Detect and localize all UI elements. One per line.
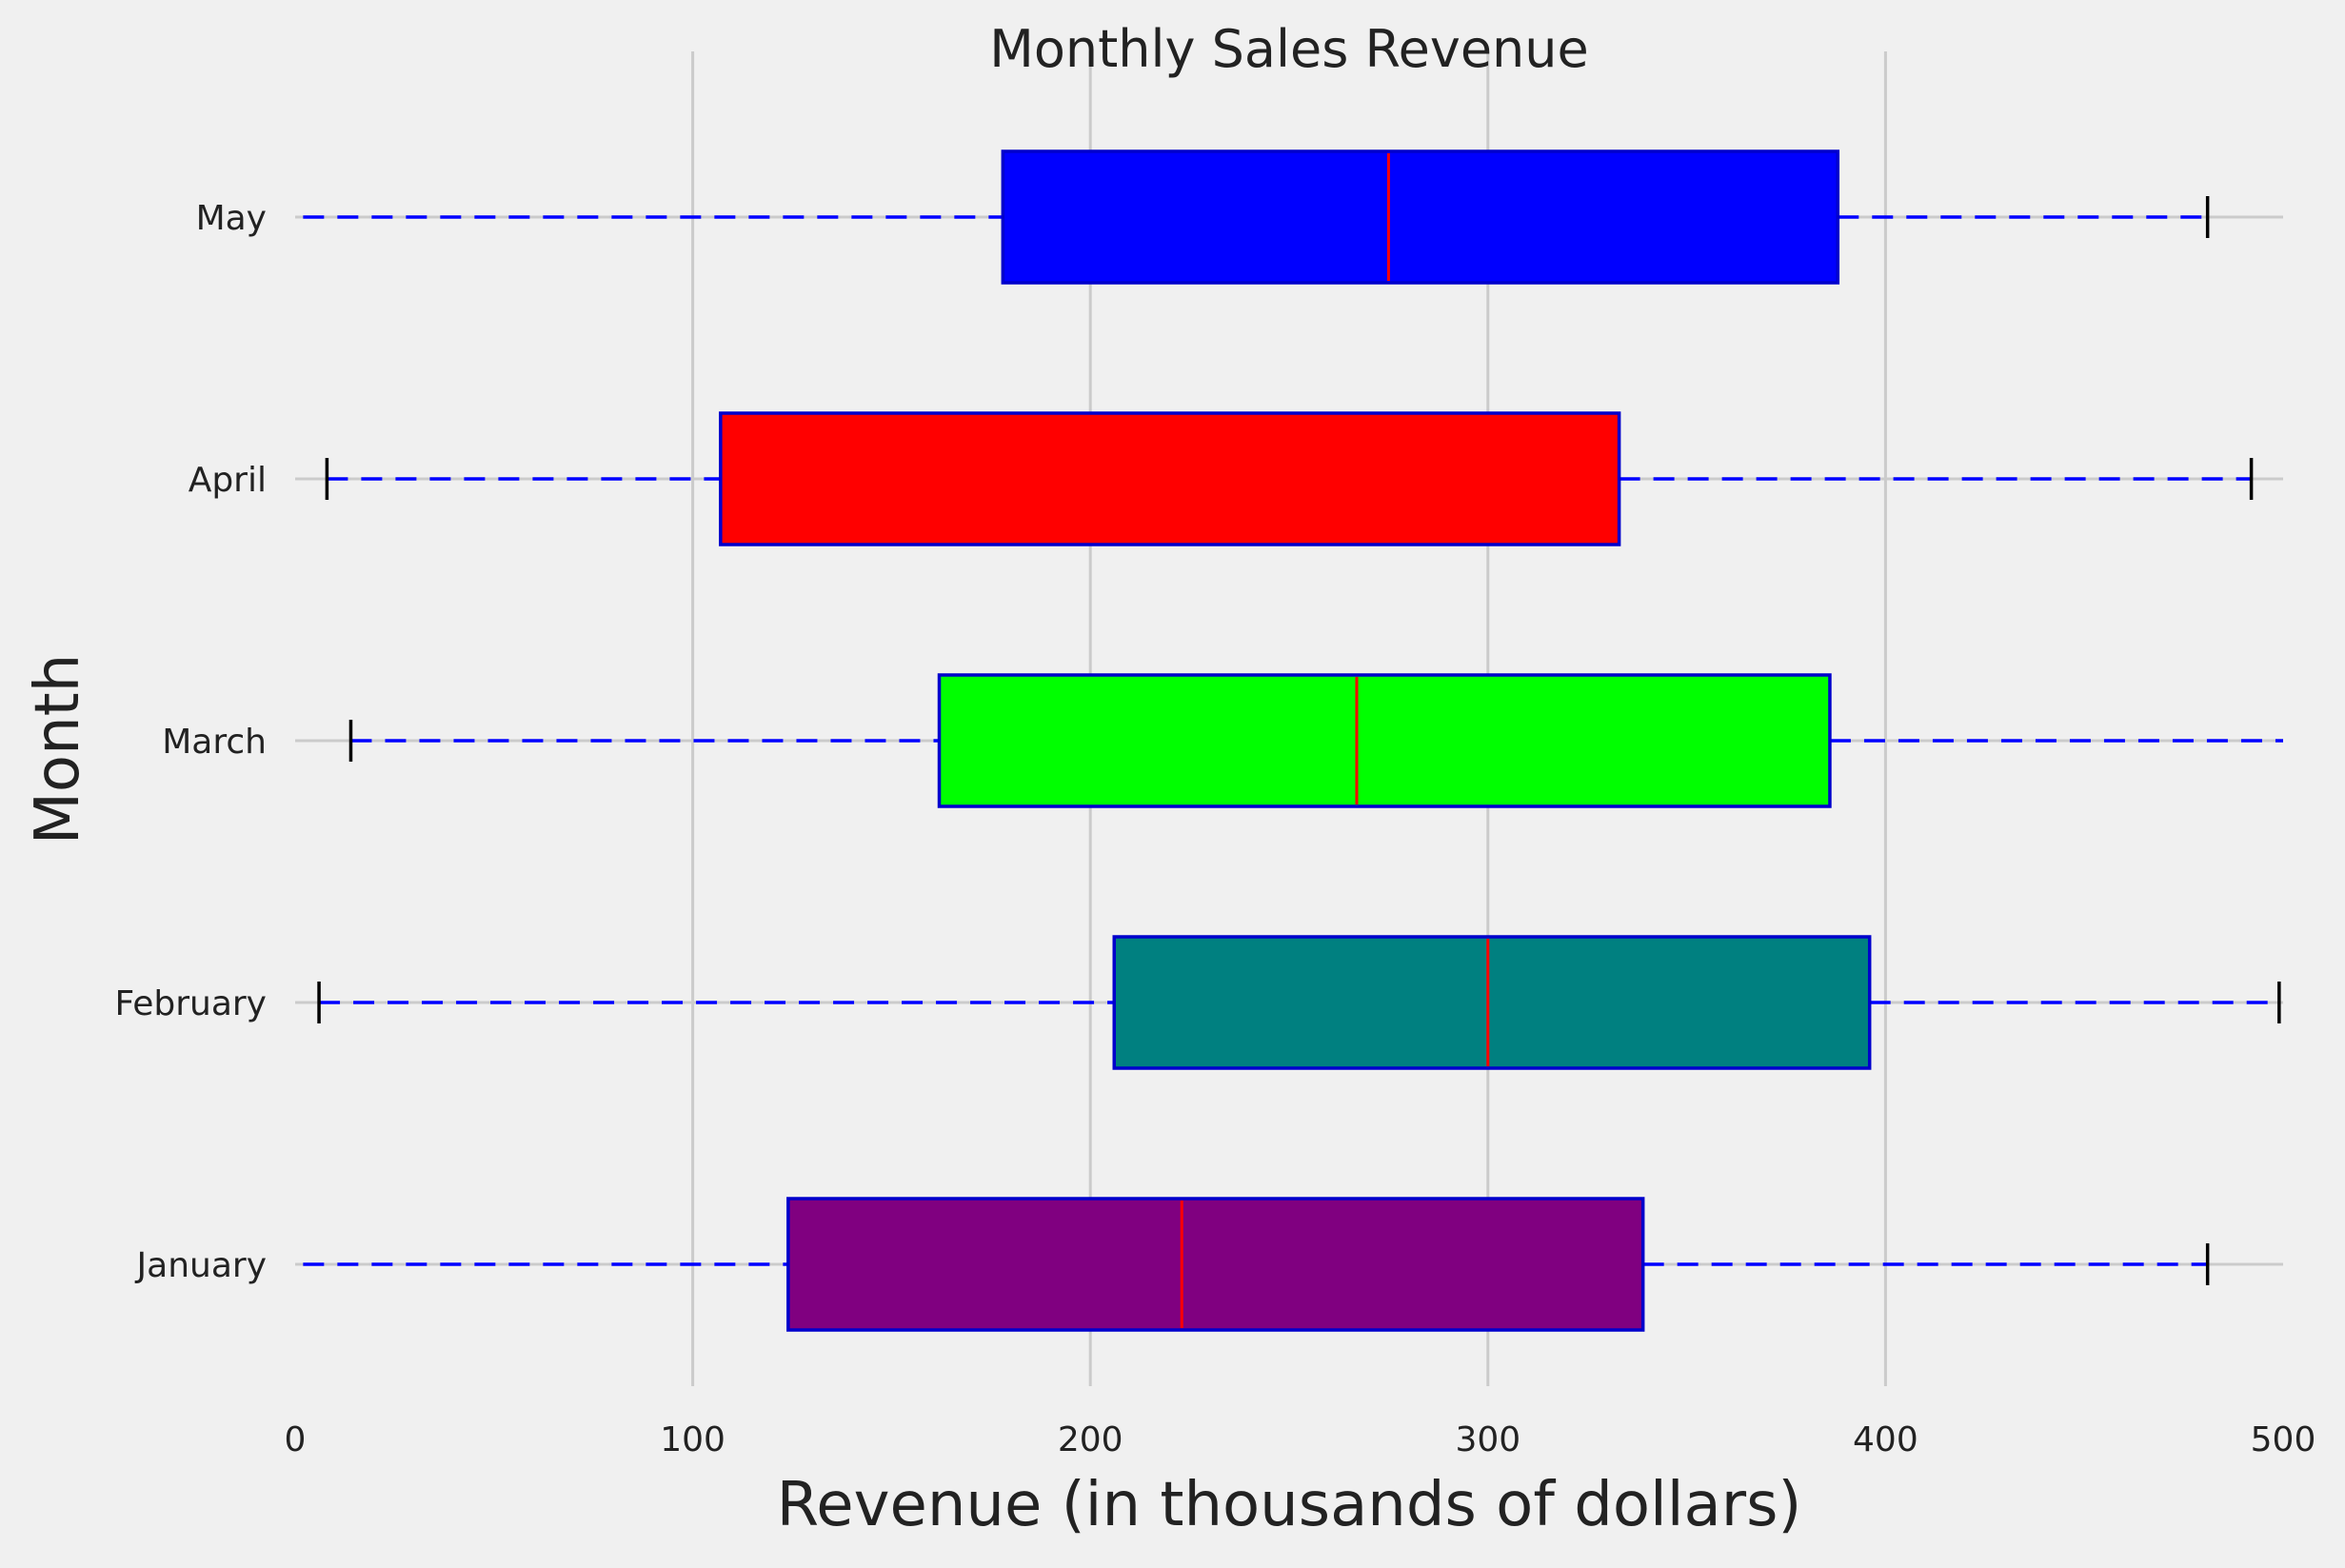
y-tick-label-march: March: [162, 723, 267, 762]
y-tick-label-may: May: [196, 199, 267, 238]
box-plots: [303, 149, 2283, 1332]
box-april: [719, 411, 1621, 546]
y-tick-labels: January February March April May: [114, 199, 267, 1285]
y-axis-label: Month: [23, 654, 93, 845]
x-tick-label: 100: [660, 1420, 725, 1459]
chart-title: Monthly Sales Revenue: [989, 19, 1588, 79]
x-tick-label: 300: [1455, 1420, 1520, 1459]
x-tick-labels: 0 100 200 300 400 500: [285, 1420, 2316, 1459]
box-january: [786, 1197, 1645, 1332]
box-march: [937, 673, 1832, 808]
x-tick-label: 500: [2251, 1420, 2316, 1459]
x-axis-label: Revenue (in thousands of dollars): [777, 1470, 1802, 1540]
box-february: [1112, 935, 1872, 1070]
x-tick-label: 400: [1853, 1420, 1918, 1459]
y-tick-label-january: January: [135, 1246, 267, 1285]
y-tick-label-february: February: [114, 984, 267, 1023]
x-tick-label: 0: [285, 1420, 307, 1459]
y-tick-label-april: April: [189, 461, 267, 500]
box-may: [1001, 149, 1840, 285]
x-tick-label: 200: [1058, 1420, 1123, 1459]
